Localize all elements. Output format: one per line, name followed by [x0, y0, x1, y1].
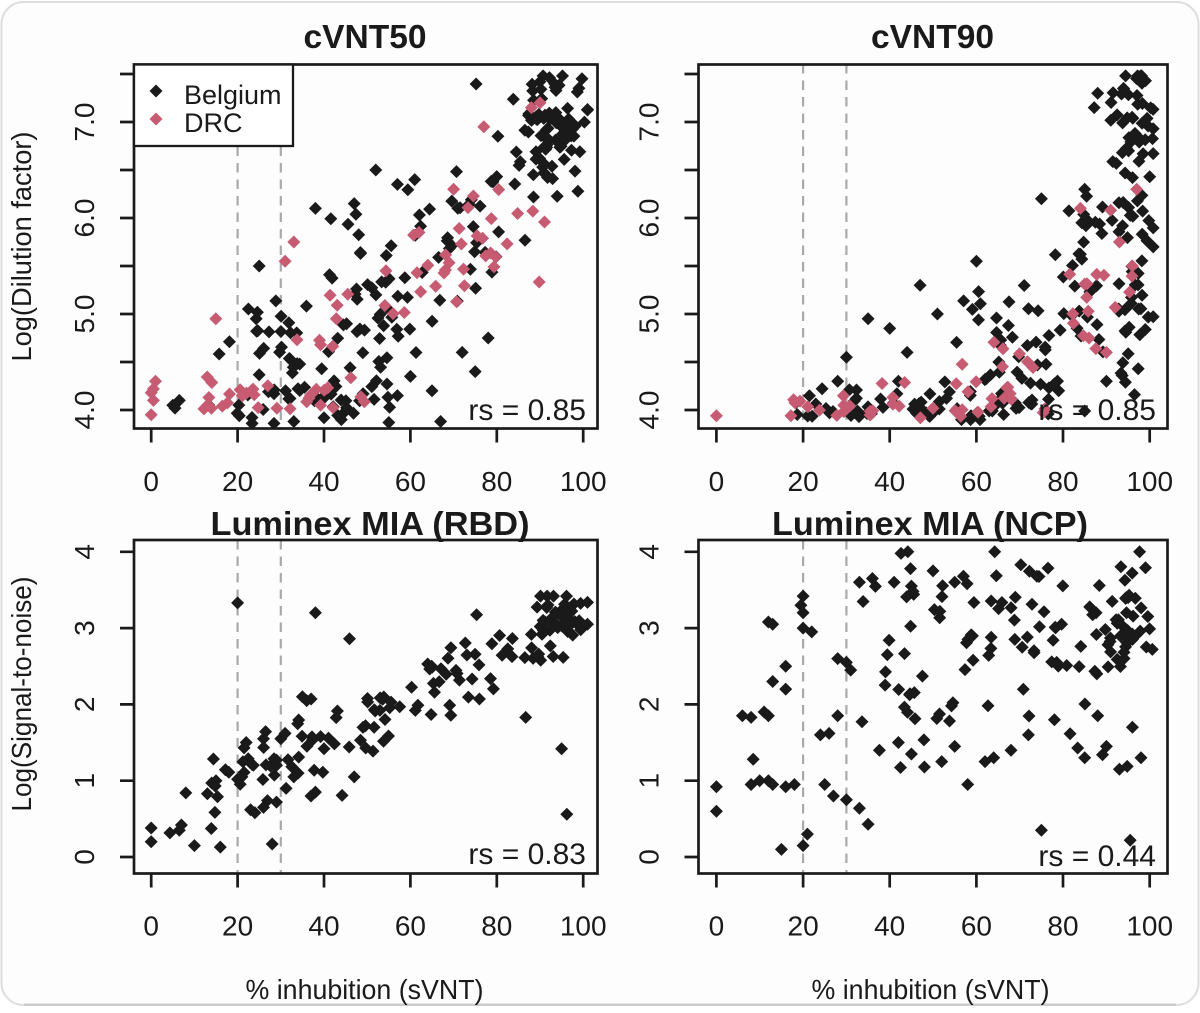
svg-text:20: 20: [788, 466, 819, 497]
svg-text:5.0: 5.0: [69, 295, 100, 334]
svg-text:4: 4: [634, 544, 665, 560]
svg-text:20: 20: [222, 911, 253, 942]
svg-text:cVNT50: cVNT50: [304, 18, 427, 55]
svg-text:3: 3: [69, 620, 100, 636]
svg-text:Luminex MIA (NCP): Luminex MIA (NCP): [772, 505, 1088, 542]
svg-text:60: 60: [961, 911, 992, 942]
svg-text:40: 40: [308, 466, 339, 497]
svg-text:0: 0: [143, 911, 159, 942]
svg-text:Log(Signal-to-noise): Log(Signal-to-noise): [6, 577, 37, 812]
svg-text:3: 3: [634, 620, 665, 636]
svg-text:rs = 0.85: rs = 0.85: [468, 394, 586, 427]
svg-text:Belgium: Belgium: [184, 80, 282, 110]
svg-text:2: 2: [69, 697, 100, 713]
svg-text:7.0: 7.0: [634, 103, 665, 142]
svg-text:0: 0: [709, 911, 725, 942]
svg-text:20: 20: [222, 466, 253, 497]
svg-text:Luminex MIA (RBD): Luminex MIA (RBD): [211, 505, 530, 542]
svg-text:0: 0: [709, 466, 725, 497]
svg-text:2: 2: [634, 697, 665, 713]
svg-text:rs = 0.85: rs = 0.85: [1038, 394, 1156, 427]
svg-text:cVNT90: cVNT90: [871, 18, 994, 55]
svg-text:DRC: DRC: [184, 108, 243, 138]
svg-text:7.0: 7.0: [69, 103, 100, 142]
svg-text:rs = 0.44: rs = 0.44: [1038, 840, 1156, 873]
svg-text:20: 20: [788, 911, 819, 942]
svg-text:100: 100: [1126, 911, 1173, 942]
svg-text:80: 80: [1047, 466, 1078, 497]
svg-text:40: 40: [874, 911, 905, 942]
svg-text:60: 60: [395, 911, 426, 942]
svg-text:40: 40: [308, 911, 339, 942]
svg-text:6.0: 6.0: [634, 199, 665, 238]
svg-text:0: 0: [69, 849, 100, 865]
svg-text:4: 4: [69, 544, 100, 560]
svg-text:% inhubition (sVNT): % inhubition (sVNT): [246, 974, 484, 1005]
svg-text:60: 60: [395, 466, 426, 497]
svg-text:100: 100: [1126, 466, 1173, 497]
svg-text:100: 100: [560, 911, 607, 942]
svg-text:80: 80: [481, 911, 512, 942]
svg-text:0: 0: [634, 849, 665, 865]
svg-text:5.0: 5.0: [634, 295, 665, 334]
svg-text:60: 60: [961, 466, 992, 497]
svg-text:80: 80: [1047, 911, 1078, 942]
svg-text:rs = 0.83: rs = 0.83: [468, 838, 586, 871]
svg-text:0: 0: [143, 466, 159, 497]
svg-text:80: 80: [481, 466, 512, 497]
svg-text:100: 100: [560, 466, 607, 497]
svg-text:6.0: 6.0: [69, 199, 100, 238]
svg-text:4.0: 4.0: [634, 391, 665, 430]
svg-text:1: 1: [69, 773, 100, 789]
svg-text:1: 1: [634, 773, 665, 789]
svg-text:4.0: 4.0: [69, 391, 100, 430]
svg-text:40: 40: [874, 466, 905, 497]
svg-text:% inhubition (sVNT): % inhubition (sVNT): [812, 974, 1050, 1005]
svg-text:Log(Dilution factor): Log(Dilution factor): [6, 132, 37, 362]
